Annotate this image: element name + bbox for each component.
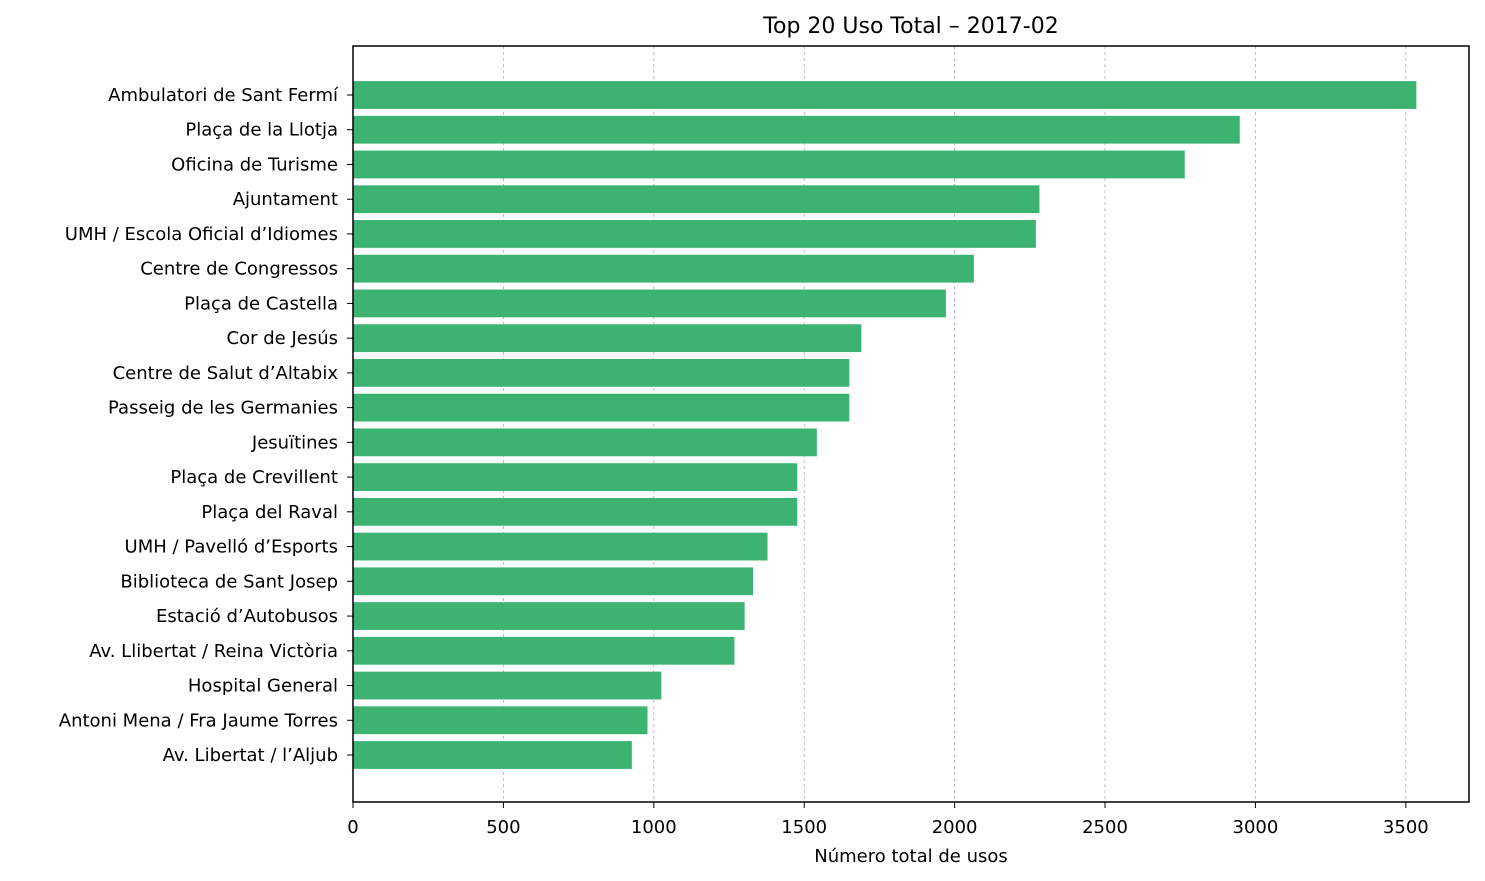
category-label: Estació d’Autobusos [156, 606, 338, 627]
bar [353, 671, 662, 700]
category-label: Plaça de la Llotja [185, 120, 338, 141]
bar [353, 81, 1417, 109]
x-tick-label: 1000 [631, 817, 677, 838]
category-label: Passeig de les Germanies [108, 398, 338, 419]
x-tick-label: 2000 [932, 817, 978, 838]
x-axis-label: Número total de usos [814, 846, 1008, 867]
bar [353, 254, 974, 283]
bar [353, 636, 735, 665]
plot-frame [352, 45, 1470, 803]
bar [353, 706, 648, 735]
category-label: Jesuïtines [251, 432, 338, 453]
bar [353, 115, 1240, 144]
x-axis-ticks: 0 500 1000 1500 2000 2500 3000 3500 [347, 802, 1429, 838]
x-tick-label: 3500 [1383, 817, 1429, 838]
category-label: UMH / Pavelló d’Esports [125, 537, 338, 558]
category-label: Plaça de Crevillent [170, 467, 338, 488]
bar [353, 741, 632, 769]
x-tick-label: 2500 [1082, 817, 1128, 838]
category-label: Antoni Mena / Fra Jaume Torres [59, 710, 338, 731]
category-label: Ambulatori de Sant Fermí [108, 85, 339, 106]
category-label: Plaça de Castella [184, 293, 338, 314]
x-tick-label: 3000 [1233, 817, 1279, 838]
category-label: Oficina de Turisme [171, 154, 338, 175]
bar [353, 602, 745, 630]
bar [353, 393, 850, 422]
bar [353, 463, 798, 491]
category-label: Plaça del Raval [201, 502, 338, 523]
bar [353, 497, 798, 526]
x-tick-label: 1500 [781, 817, 827, 838]
bar [353, 150, 1185, 179]
category-label: Centre de Salut d’Altabix [113, 363, 339, 384]
category-label: Centre de Congressos [140, 259, 338, 280]
category-label: Av. Libertat / l’Aljub [163, 745, 338, 766]
category-label: Cor de Jesús [227, 328, 338, 349]
category-label: Biblioteca de Sant Josep [120, 571, 338, 592]
bars [353, 81, 1417, 769]
category-label: UMH / Escola Oficial d’Idiomes [65, 224, 338, 245]
bar [353, 185, 1040, 214]
category-label: Ajuntament [233, 189, 338, 210]
bar [353, 359, 850, 387]
bar [353, 324, 862, 353]
x-tick-label: 500 [486, 817, 520, 838]
y-axis-labels: Ambulatori de Sant Fermí Plaça de la Llot… [59, 85, 353, 766]
bar [353, 220, 1036, 248]
bar [353, 567, 754, 596]
x-tick-label: 0 [347, 817, 358, 838]
category-label: Av. Llibertat / Reina Victòria [89, 641, 338, 662]
bar [353, 428, 817, 457]
bar [353, 532, 768, 561]
category-label: Hospital General [188, 676, 338, 697]
chart-title: Top 20 Uso Total – 2017-02 [762, 14, 1058, 39]
bar [353, 289, 946, 318]
